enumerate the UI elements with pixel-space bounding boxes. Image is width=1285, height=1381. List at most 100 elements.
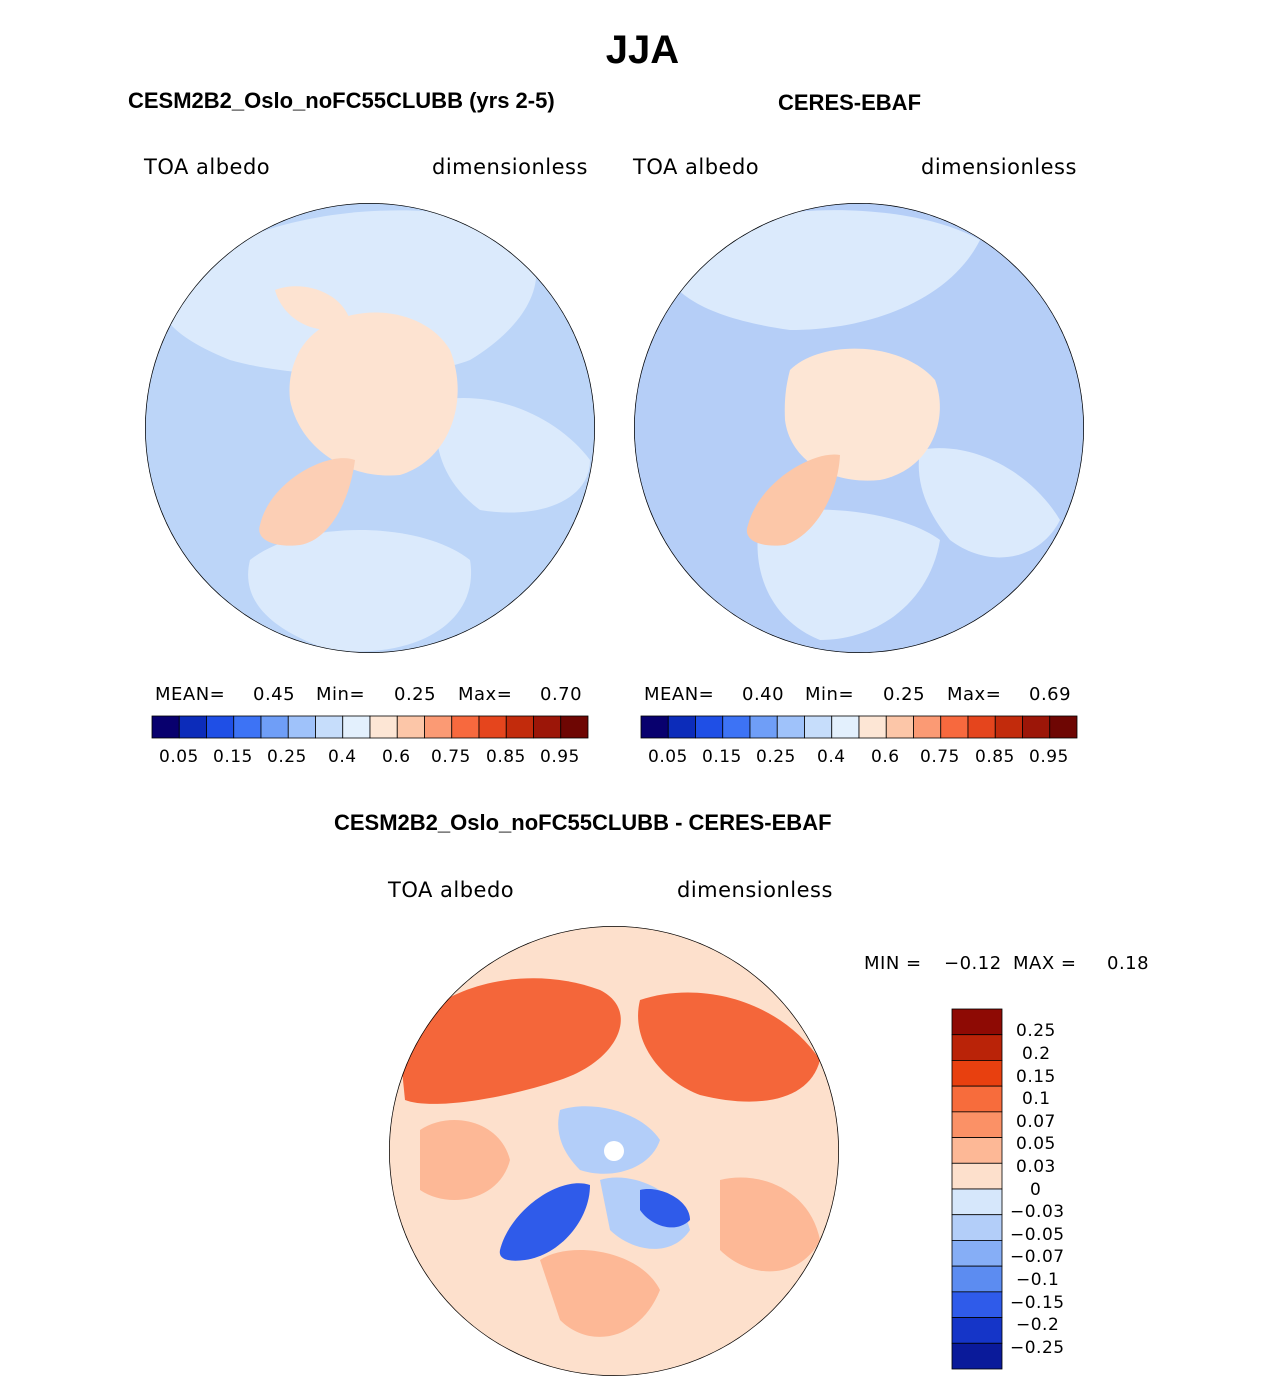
colorbar-tick: −0.05 (1010, 1225, 1065, 1245)
colorbar-swatch (913, 715, 942, 739)
map-light-region (757, 509, 940, 640)
diff-min-label: MIN = (864, 953, 922, 974)
colorbar-swatch (695, 715, 724, 739)
colorbar-tick: 0.75 (920, 747, 960, 767)
colorbar-tick: 0.05 (159, 747, 199, 767)
colorbar-swatch (206, 715, 235, 739)
colorbar-tick: 0.15 (702, 747, 742, 767)
obs-max-value: 0.69 (1029, 684, 1072, 705)
model-polar-map (145, 203, 595, 653)
colorbar-swatch (951, 1060, 1003, 1087)
model-min-label: Min= (316, 684, 366, 705)
colorbar-swatch (451, 715, 480, 739)
map-diff-high (638, 992, 820, 1102)
obs-mean-value: 0.40 (742, 684, 785, 705)
map-light-region (160, 210, 537, 375)
colorbar-swatch (560, 715, 589, 739)
colorbar-swatch (951, 1034, 1003, 1061)
colorbar-tick: 0.25 (1016, 1021, 1056, 1041)
colorbar-swatch (951, 1008, 1003, 1036)
obs-min-label: Min= (805, 684, 855, 705)
model-colorbar (151, 715, 589, 739)
colorbar-swatch (424, 715, 453, 739)
colorbar-tick: 0.05 (1016, 1134, 1056, 1154)
colorbar-swatch (951, 1265, 1003, 1293)
colorbar-tick: −0.25 (1010, 1338, 1065, 1358)
colorbar-swatch (776, 715, 805, 739)
model-max-label: Max= (458, 684, 513, 705)
colorbar-tick: 0.07 (1016, 1112, 1056, 1132)
colorbar-swatch (951, 1240, 1003, 1267)
colorbar-swatch (951, 1111, 1003, 1138)
obs-mean-label: MEAN= (644, 684, 715, 705)
map-diff-greenland-blue (499, 1183, 590, 1261)
colorbar-tick: −0.15 (1010, 1293, 1065, 1313)
colorbar-swatch (951, 1188, 1003, 1216)
model-panel-title: CESM2B2_Oslo_noFC55CLUBB (yrs 2-5) (128, 88, 555, 113)
map-diff-high (400, 978, 621, 1104)
colorbar-swatch (178, 715, 207, 739)
colorbar-tick: 0.95 (1029, 747, 1069, 767)
colorbar-swatch (287, 715, 316, 739)
colorbar-swatch (858, 715, 887, 739)
colorbar-swatch (994, 715, 1023, 739)
map-ice-region (289, 312, 458, 476)
diff-min-value: −0.12 (944, 953, 1002, 974)
colorbar-swatch (478, 715, 507, 739)
colorbar-tick: 0.85 (486, 747, 526, 767)
colorbar-tick: −0.03 (1010, 1202, 1065, 1222)
pole-hole (604, 1141, 624, 1161)
colorbar-swatch (940, 715, 969, 739)
colorbar-swatch (505, 715, 534, 739)
colorbar-swatch (722, 715, 751, 739)
colorbar-swatch (233, 715, 262, 739)
colorbar-tick: 0.05 (648, 747, 688, 767)
colorbar-tick: 0.6 (382, 747, 411, 767)
obs-units-label: dimensionless (921, 155, 1077, 179)
figure-title: JJA (605, 28, 680, 72)
colorbar-tick: 0.15 (1016, 1067, 1056, 1087)
map-light-region (248, 530, 472, 652)
model-max-value: 0.70 (540, 684, 583, 705)
map-greenland (259, 458, 355, 546)
colorbar-tick: −0.1 (1016, 1270, 1060, 1290)
map-diff-blue (558, 1106, 660, 1174)
colorbar-swatch (885, 715, 914, 739)
colorbar-tick: 0.95 (540, 747, 580, 767)
colorbar-tick: 0.1 (1022, 1089, 1051, 1109)
colorbar-swatch (533, 715, 562, 739)
colorbar-swatch (967, 715, 996, 739)
map-diff-mid (540, 1250, 660, 1337)
colorbar-tick: 0.2 (1022, 1044, 1051, 1064)
colorbar-tick: 0.15 (213, 747, 253, 767)
map-ice-region (275, 286, 350, 330)
obs-colorbar (640, 715, 1078, 739)
colorbar-swatch (396, 715, 425, 739)
colorbar-tick: 0.25 (756, 747, 796, 767)
map-light-region (660, 210, 980, 330)
model-units-label: dimensionless (432, 155, 588, 179)
colorbar-swatch (951, 1317, 1003, 1344)
obs-min-value: 0.25 (883, 684, 926, 705)
map-light-region (918, 448, 1060, 558)
colorbar-tick: 0.85 (975, 747, 1015, 767)
diff-polar-map (389, 926, 839, 1376)
colorbar-tick: −0.2 (1016, 1315, 1060, 1335)
colorbar-swatch (1022, 715, 1051, 739)
model-mean-value: 0.45 (253, 684, 296, 705)
colorbar-swatch (951, 1342, 1003, 1370)
colorbar-swatch (951, 1137, 1003, 1164)
colorbar-tick: 0 (1030, 1180, 1042, 1200)
colorbar-swatch (1049, 715, 1078, 739)
colorbar-tick: 0.03 (1016, 1157, 1056, 1177)
diff-max-label: MAX = (1013, 953, 1077, 974)
colorbar-swatch (342, 715, 371, 739)
colorbar-tick: 0.6 (871, 747, 900, 767)
colorbar-tick: −0.07 (1010, 1247, 1065, 1267)
diff-variable-label: TOA albedo (388, 878, 515, 902)
colorbar-swatch (667, 715, 696, 739)
diff-max-value: 0.18 (1107, 953, 1150, 974)
diff-units-label: dimensionless (677, 878, 833, 902)
colorbar-swatch (951, 1291, 1003, 1318)
